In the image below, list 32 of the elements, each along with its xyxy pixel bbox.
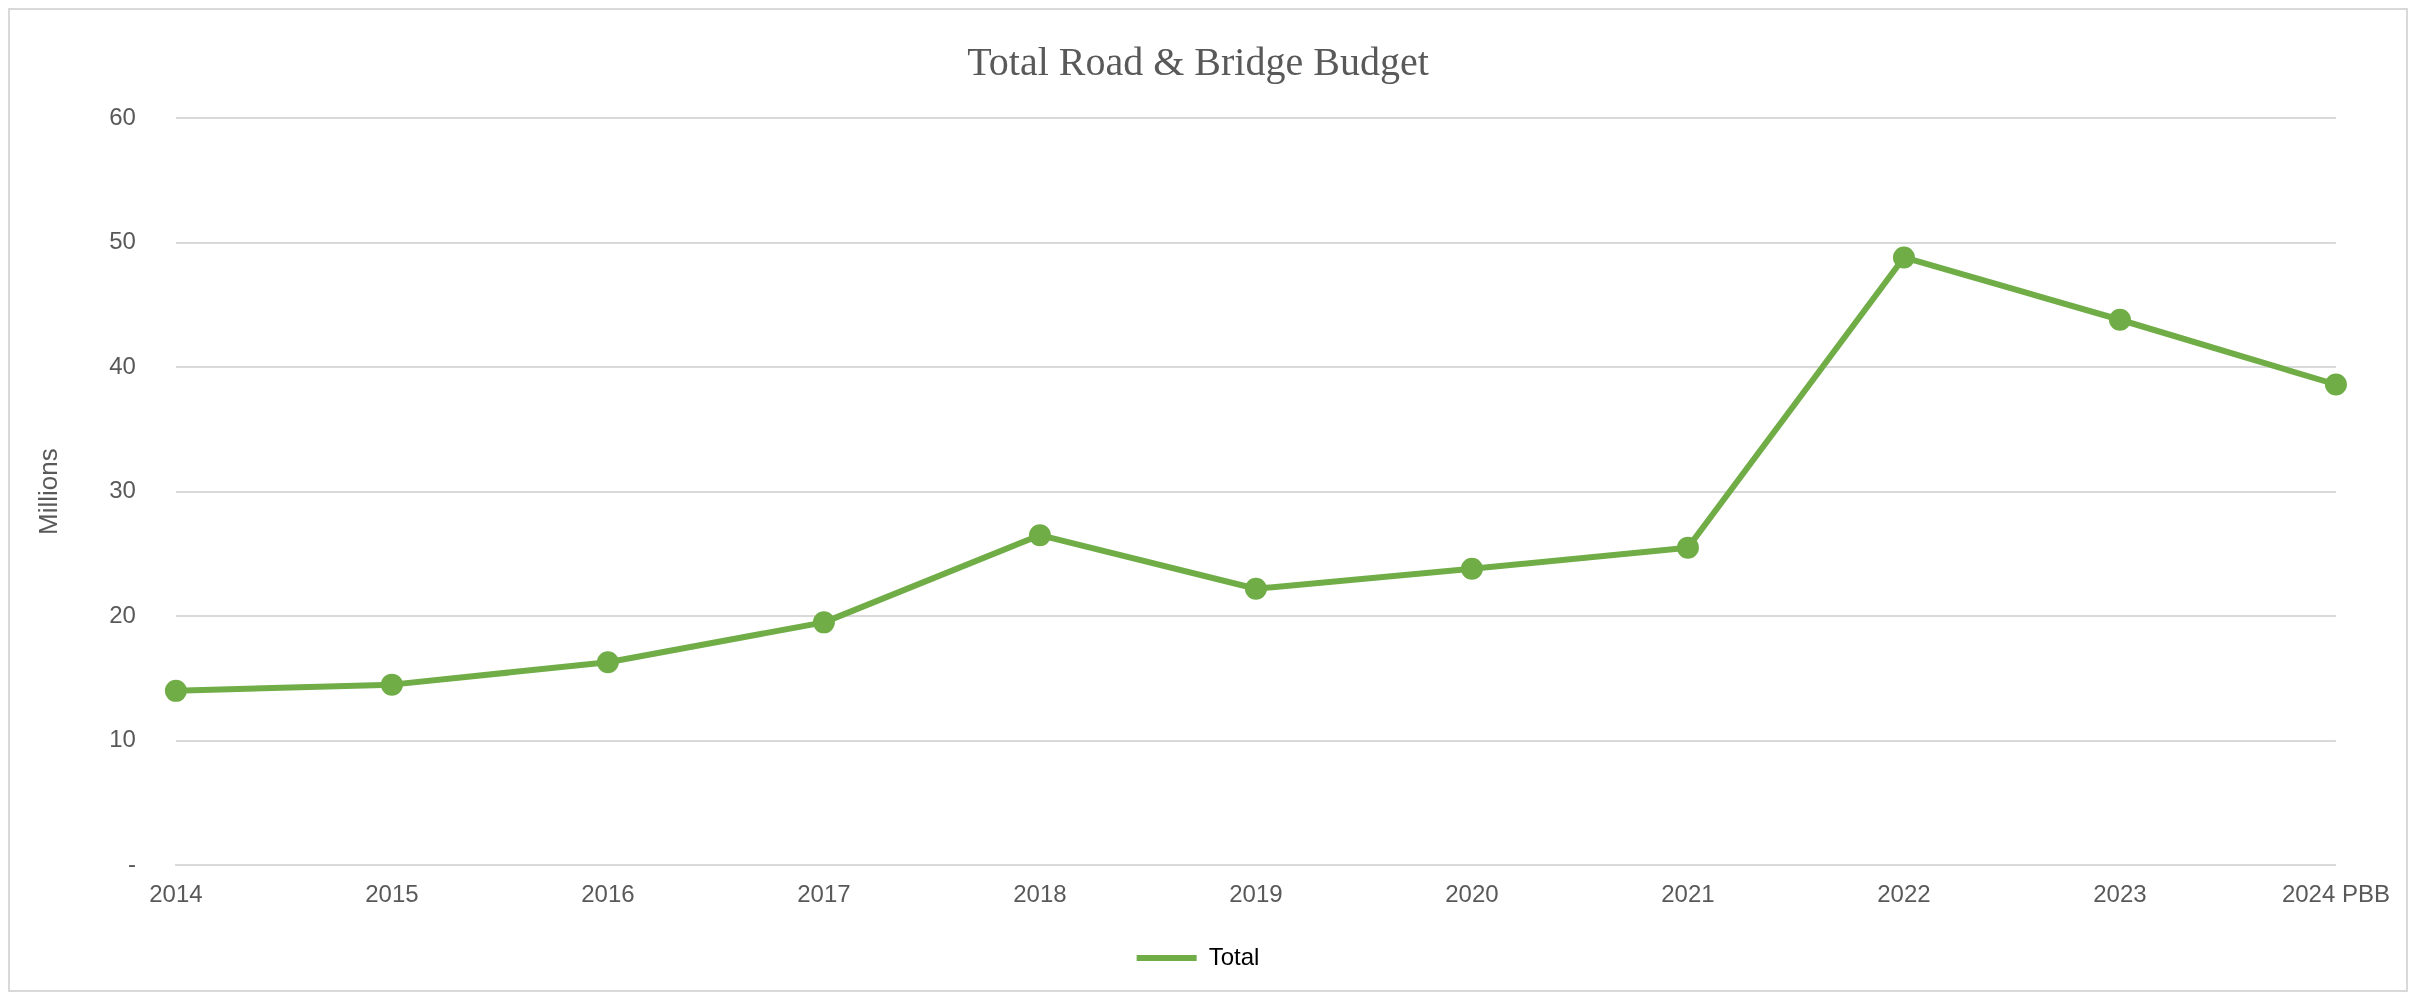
point <box>1460 557 1483 580</box>
point <box>2324 373 2347 396</box>
y-tick-label: 60 <box>109 102 136 130</box>
y-tick-label: 10 <box>109 725 136 753</box>
point <box>1244 577 1267 600</box>
legend-label: Total <box>1208 942 1260 970</box>
point <box>812 611 835 634</box>
y-tick-label: 50 <box>109 227 136 255</box>
x-tick-label: 2022 <box>1877 880 1931 908</box>
x-tick-label: 2016 <box>581 880 635 908</box>
y-tick-label: 30 <box>109 476 136 504</box>
chart-title: Total Road & Bridge Budget <box>967 38 1429 84</box>
x-tick-label: 2017 <box>797 880 851 908</box>
x-tick-label: 2023 <box>2093 880 2147 908</box>
y-tick-label: 20 <box>109 600 136 628</box>
x-tick-label: 2018 <box>1013 880 1067 908</box>
point <box>164 679 187 702</box>
x-tick-label: 2020 <box>1445 880 1499 908</box>
point <box>2108 308 2131 331</box>
point <box>1028 524 1051 547</box>
point <box>1892 246 1915 269</box>
y-tick-label: 40 <box>109 351 136 379</box>
x-tick-label: 2019 <box>1229 880 1283 908</box>
x-tick-label: 2014 <box>149 880 203 908</box>
x-tick-label: 2021 <box>1661 880 1715 908</box>
y-tick-label: - <box>127 849 136 877</box>
x-tick-label: 2015 <box>365 880 419 908</box>
x-tick-label: 2024 PBB <box>2281 880 2391 908</box>
point <box>1676 536 1699 559</box>
y-axis-title: Millions <box>32 448 63 535</box>
point <box>380 673 403 696</box>
point <box>596 651 619 674</box>
